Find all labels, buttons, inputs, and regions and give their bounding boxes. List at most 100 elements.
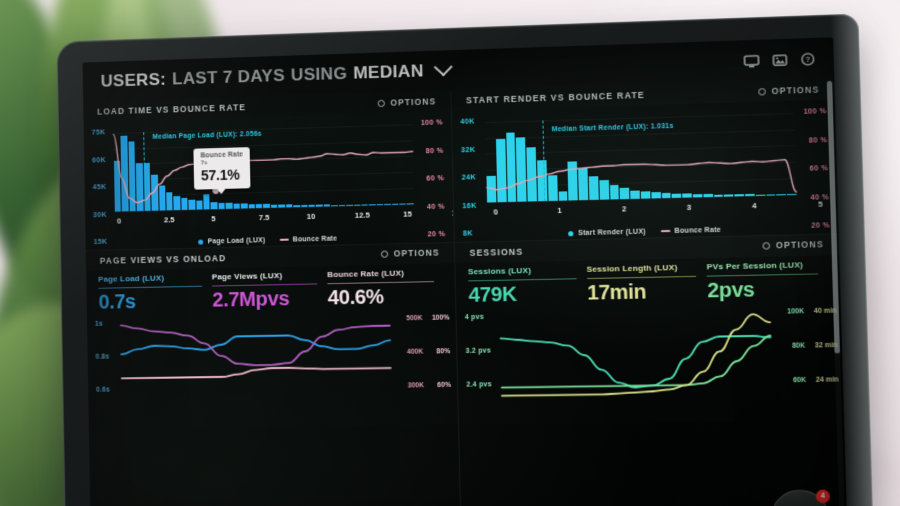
axis-tick: 0 <box>116 215 122 226</box>
axis-tick: 300K <box>407 381 425 389</box>
kpi-row: Sessions (LUX) 479K Session Length (LUX)… <box>455 255 840 308</box>
legend-item[interactable]: Start Render (LUX) <box>568 227 646 237</box>
kpi-page-views[interactable]: Page Views (LUX) 2.7Mpvs <box>212 270 328 313</box>
kpi-rule <box>586 275 697 279</box>
tooltip-tail <box>216 187 227 195</box>
kpi-label: Bounce Rate (LUX) <box>327 267 405 279</box>
axis-tick: 15 <box>403 208 412 219</box>
panel-start-render-vs-bounce-rate: START RENDER VS BOUNCE RATE OPTIONS <box>450 78 839 242</box>
tooltip-bounce-rate: Bounce Rate 7s 57.1% <box>193 147 251 195</box>
laptop: USERS: LAST 7 DAYS USING MEDIAN <box>56 13 874 506</box>
axis-tick: 1s <box>94 320 103 328</box>
axis-tick: 16K <box>462 202 477 211</box>
svg-text:?: ? <box>805 54 811 64</box>
axis-tick: 80 % <box>425 147 444 155</box>
legend-item[interactable]: Bounce Rate <box>279 234 338 244</box>
axis-tick: 4 <box>752 200 757 210</box>
options-button[interactable]: OPTIONS <box>758 84 820 96</box>
axis-tick: 12.5 <box>354 209 370 220</box>
kpi-label: Page Views (LUX) <box>211 270 283 281</box>
image-icon[interactable] <box>770 52 789 68</box>
line-series-group <box>500 310 772 397</box>
legend-label: Bounce Rate <box>292 234 338 244</box>
gear-icon <box>758 87 767 95</box>
legend-item[interactable]: Page Load (LUX) <box>198 237 265 246</box>
gear-icon <box>381 250 389 258</box>
axis-tick: 60K <box>792 376 807 384</box>
series-path <box>121 320 391 366</box>
plot-area <box>121 317 392 402</box>
axis-tick: 100 % <box>420 119 443 128</box>
kpi-page-load[interactable]: Page Load (LUX) 0.7s <box>98 272 212 314</box>
axis-tick: 2 <box>621 203 627 214</box>
tooltip-title: Bounce Rate <box>200 151 244 160</box>
panel-sessions: SESSIONS OPTIONS Sessions (LUX) 479K <box>453 232 848 506</box>
options-button[interactable]: OPTIONS <box>762 239 825 251</box>
kpi-value: 479K <box>468 283 517 307</box>
series-path <box>501 333 772 388</box>
axis-tick: 1 <box>557 205 562 215</box>
kpi-value: 2pvs <box>707 278 755 303</box>
axis-tick: 80% <box>436 347 451 355</box>
axis-tick: 4 pvs <box>464 313 485 321</box>
panel-title: PAGE VIEWS VS ONLOAD <box>99 252 227 266</box>
legend-label: Start Render (LUX) <box>577 227 646 237</box>
kpi-label: Session Length (LUX) <box>586 262 678 274</box>
tooltip-value: 57.1% <box>200 166 240 184</box>
axis-tick: 400K <box>406 347 424 356</box>
dashboard-header: USERS: LAST 7 DAYS USING MEDIAN <box>82 37 835 103</box>
legend-label: Bounce Rate <box>674 226 722 235</box>
title-metric: MEDIAN <box>352 61 424 83</box>
legend-item[interactable]: Bounce Rate <box>660 226 722 235</box>
page-title[interactable]: USERS: LAST 7 DAYS USING MEDIAN <box>100 57 453 91</box>
axis-tick: 24K <box>461 174 476 182</box>
title-range: LAST 7 DAYS <box>171 65 286 89</box>
kpi-value: 2.7Mpvs <box>212 287 290 312</box>
chevron-down-icon[interactable] <box>433 57 453 77</box>
help-icon[interactable]: ? <box>798 51 817 67</box>
axis-tick: 2.5 <box>163 214 175 224</box>
axis-tick: 100K <box>787 307 805 316</box>
options-label: OPTIONS <box>393 248 440 259</box>
axis-tick: 5 <box>211 213 216 223</box>
panel-load-time-vs-bounce-rate: LOAD TIME VS BOUNCE RATE OPTIONS <box>83 90 454 250</box>
desktop-icon[interactable] <box>742 53 761 69</box>
axis-tick: 500K <box>406 314 423 322</box>
axis-tick: 3.2 pvs <box>465 346 492 355</box>
chart-page-views-trend: 1s 0.8s 0.6s 500K 400K 300K 100% 80% 60% <box>87 310 457 403</box>
laptop-screen: USERS: LAST 7 DAYS USING MEDIAN <box>82 37 848 506</box>
axis-tick: 60% <box>437 381 451 389</box>
axis-tick: 60K <box>92 156 106 165</box>
options-button[interactable]: OPTIONS <box>381 248 440 259</box>
kpi-sessions[interactable]: Sessions (LUX) 479K <box>468 264 588 307</box>
plot-area: Median Start Render (LUX): 1.031s <box>485 113 796 204</box>
title-users: USERS: <box>100 69 167 91</box>
axis-tick: 60 % <box>426 175 445 183</box>
kpi-bounce-rate[interactable]: Bounce Rate (LUX) 40.6% <box>327 267 445 310</box>
kpi-pvs-per-session[interactable]: PVs Per Session (LUX) 2pvs <box>707 259 830 303</box>
axis-tick: 3 <box>686 202 692 212</box>
dashboard: USERS: LAST 7 DAYS USING MEDIAN <box>82 37 848 506</box>
series-path <box>486 159 796 199</box>
kpi-label: Page Load (LUX) <box>98 272 165 284</box>
kpi-rule <box>327 280 435 284</box>
kpi-rule <box>98 285 203 289</box>
kpi-label: PVs Per Session (LUX) <box>706 259 804 271</box>
title-using: USING <box>290 63 348 85</box>
axis-tick: 75K <box>91 129 106 137</box>
axis-tick: 40K <box>460 118 475 126</box>
chart-load-time: Median Page Load (LUX): 2.056s Bounce Ra… <box>84 111 454 250</box>
axis-tick: 30K <box>93 211 107 219</box>
gear-icon <box>762 242 771 250</box>
options-label: OPTIONS <box>771 84 820 96</box>
options-button[interactable]: OPTIONS <box>378 97 436 108</box>
kpi-session-length[interactable]: Session Length (LUX) 17min <box>586 262 707 306</box>
kpi-value: 17min <box>586 280 647 305</box>
options-label: OPTIONS <box>775 239 825 251</box>
kpi-value: 0.7s <box>98 290 136 314</box>
axis-tick: 100% <box>431 313 450 322</box>
kpi-rule <box>707 272 819 277</box>
axis-tick: 40 % <box>426 203 445 211</box>
options-label: OPTIONS <box>390 96 437 108</box>
